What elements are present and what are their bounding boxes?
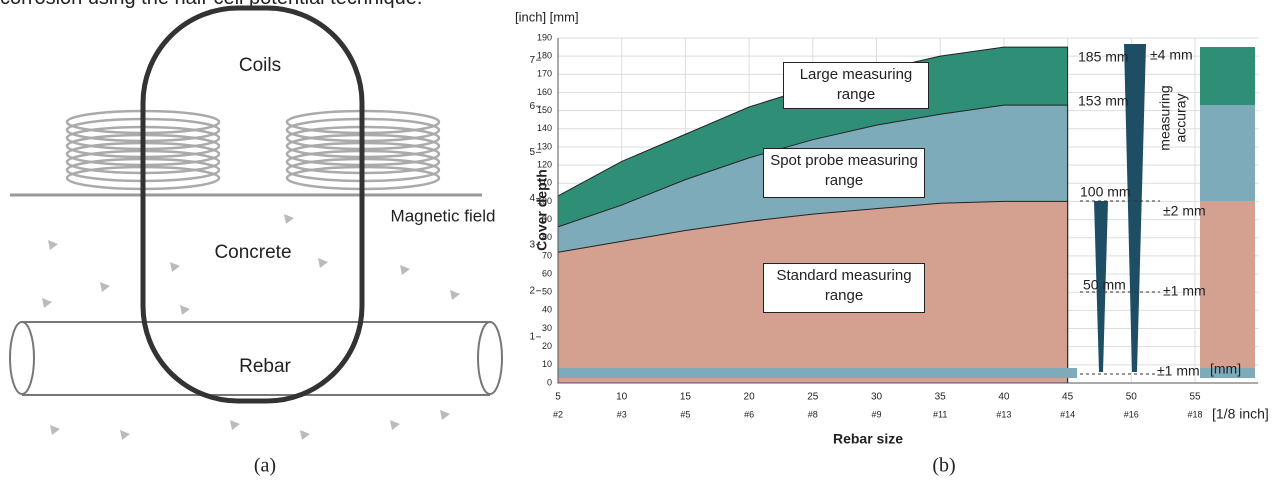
y-tick-label: 0 bbox=[547, 377, 552, 387]
y-tick-label: 100 bbox=[537, 196, 552, 206]
x-tick-label: 5 bbox=[555, 392, 561, 403]
x2-tick-label: #13 bbox=[996, 409, 1011, 419]
x2-unit: [1/8 inch] bbox=[1212, 406, 1269, 422]
y-tick-label: 50 bbox=[542, 287, 552, 297]
y-tick-label: 70 bbox=[542, 250, 552, 260]
y-tick-label: 170 bbox=[537, 69, 552, 79]
x-tick-label: 35 bbox=[935, 392, 947, 403]
x2-tick-label: #2 bbox=[553, 409, 563, 419]
annotation: 50 mm bbox=[1083, 277, 1126, 293]
annotation: 153 mm bbox=[1078, 93, 1129, 109]
range-label: Standard measuring range bbox=[763, 263, 925, 313]
y-tick-label: 60 bbox=[542, 268, 552, 278]
strip bbox=[1200, 105, 1255, 201]
y-units: [inch] [mm] bbox=[515, 9, 579, 24]
coils-label: Coils bbox=[239, 55, 281, 76]
panel-label: (b) bbox=[932, 455, 955, 477]
x-tick-label: 55 bbox=[1189, 392, 1201, 403]
x-tick-label: 30 bbox=[871, 392, 883, 403]
x-axis-title: Rebar size bbox=[833, 431, 903, 447]
y-tick-label: 90 bbox=[542, 214, 552, 224]
x2-tick-label: #14 bbox=[1060, 409, 1075, 419]
y2-tick-label: 7 bbox=[529, 55, 535, 66]
strip bbox=[1200, 201, 1255, 368]
x2-tick-label: #11 bbox=[933, 409, 947, 419]
x2-tick-label: #3 bbox=[617, 409, 627, 419]
y-tick-label: 160 bbox=[537, 87, 552, 97]
y2-tick-label: 5 bbox=[529, 147, 535, 158]
rebar-label: Rebar bbox=[239, 356, 291, 377]
y-tick-label: 180 bbox=[537, 51, 552, 61]
x-tick-label: 40 bbox=[998, 392, 1010, 403]
y-tick-label: 20 bbox=[542, 341, 552, 351]
x2-tick-label: #6 bbox=[744, 409, 754, 419]
figure: corrosion using the half-cell potential … bbox=[0, 0, 1282, 483]
x2-tick-label: #16 bbox=[1124, 409, 1139, 419]
y-tick-label: 190 bbox=[537, 32, 552, 42]
y-tick-label: 120 bbox=[537, 159, 552, 169]
y2-tick-label: 6 bbox=[529, 101, 535, 112]
annotation: measuring bbox=[1157, 85, 1173, 150]
annotation: 185 mm bbox=[1078, 49, 1129, 65]
y-tick-label: 10 bbox=[542, 359, 552, 369]
annotation: 100 mm bbox=[1080, 184, 1131, 200]
x2-tick-label: #5 bbox=[680, 409, 690, 419]
strip bbox=[1200, 47, 1255, 105]
y-tick-label: 80 bbox=[542, 232, 552, 242]
range-label: Spot probe measuring range bbox=[763, 148, 925, 198]
page: {"caption_fragment": "corrosion using th… bbox=[0, 0, 1282, 483]
annotation: ±4 mm bbox=[1150, 47, 1193, 63]
annotation: accuray bbox=[1173, 93, 1189, 142]
panel-label: (a) bbox=[254, 455, 276, 477]
field-label: Magnetic field bbox=[391, 206, 496, 225]
y2-tick-label: 2 bbox=[529, 285, 535, 296]
x-tick-label: 25 bbox=[807, 392, 819, 403]
caption-fragment: corrosion using the half-cell potential … bbox=[0, 0, 422, 9]
annotation: ±2 mm bbox=[1163, 203, 1206, 219]
y-tick-label: 130 bbox=[537, 141, 552, 151]
x-tick-label: 50 bbox=[1126, 392, 1138, 403]
x-tick-label: 45 bbox=[1062, 392, 1074, 403]
x-tick-label: 20 bbox=[744, 392, 756, 403]
concrete-label: Concrete bbox=[214, 242, 291, 263]
y2-tick-label: 4 bbox=[529, 193, 535, 204]
x-unit: [mm] bbox=[1210, 361, 1241, 377]
y2-tick-label: 1 bbox=[529, 332, 535, 343]
x2-tick-label: #8 bbox=[808, 409, 818, 419]
y-tick-label: 140 bbox=[537, 123, 552, 133]
y-tick-label: 40 bbox=[542, 305, 552, 315]
annotation: ±1 mm bbox=[1163, 283, 1206, 299]
x2-tick-label: #9 bbox=[871, 409, 881, 419]
y2-tick-label: 3 bbox=[529, 239, 535, 250]
range-label: Large measuring range bbox=[783, 62, 929, 109]
x-tick-label: 10 bbox=[616, 392, 628, 403]
y-tick-label: 110 bbox=[538, 178, 552, 188]
x2-tick-label: #18 bbox=[1187, 409, 1202, 419]
y-tick-label: 30 bbox=[542, 323, 552, 333]
annotation: ±1 mm bbox=[1157, 363, 1200, 379]
x-tick-label: 15 bbox=[680, 392, 692, 403]
base-band bbox=[558, 368, 1077, 378]
